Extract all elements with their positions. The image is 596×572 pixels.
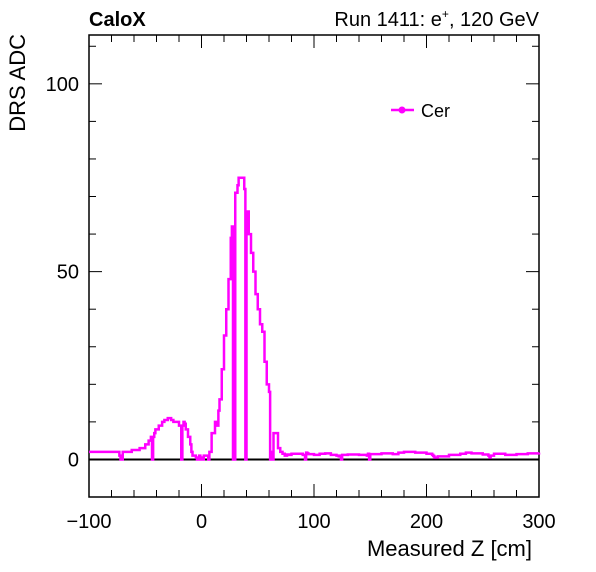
x-tick-label: 100: [297, 511, 330, 533]
title-right: Run 1411: e+, 120 GeV: [334, 7, 539, 31]
y-tick-label: 100: [46, 74, 79, 96]
x-tick-label: 0: [196, 511, 207, 533]
x-tick-label: 200: [410, 511, 443, 533]
title-right-sup: +: [442, 7, 449, 21]
title-right-prefix: Run 1411: e: [334, 9, 442, 31]
y-tick-label: 50: [57, 262, 79, 284]
title-right-suffix: , 120 GeV: [449, 9, 540, 31]
x-tick-label: 300: [522, 511, 555, 533]
series-line-cer: [89, 176, 541, 461]
x-tick-labels: −100 0 100 200 300: [66, 511, 555, 533]
legend-marker: [398, 106, 406, 114]
legend-entry-label: Cer: [421, 101, 450, 121]
tick-marks: [88, 35, 540, 498]
y-tick-label: 0: [68, 449, 79, 471]
x-tick-label: −100: [66, 511, 111, 533]
title-left: CaloX: [89, 9, 146, 31]
y-axis-label: DRS ADC: [5, 34, 30, 132]
x-axis-label: Measured Z [cm]: [367, 536, 532, 561]
series-layer: [89, 176, 541, 461]
legend: Cer: [391, 101, 450, 121]
plot-frame: [88, 34, 540, 498]
y-tick-labels: 0 50 100: [46, 74, 79, 472]
